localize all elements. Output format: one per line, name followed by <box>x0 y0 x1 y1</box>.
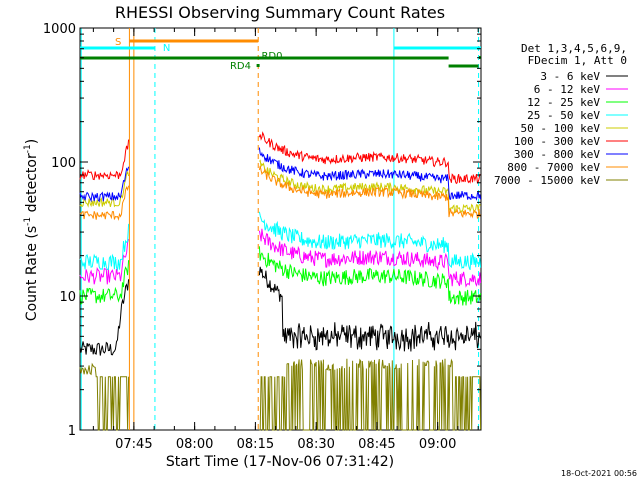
series-lines <box>79 131 482 431</box>
legend-label: 25 - 50 keV <box>527 109 600 122</box>
chart-title: RHESSI Observing Summary Count Rates <box>115 3 445 22</box>
series-line <box>258 246 482 306</box>
time-markers <box>80 28 480 430</box>
legend: Det 1,3,4,5,6,9, FDecim 1, Att 0 3 - 6 k… <box>494 42 628 187</box>
series-line <box>79 139 130 181</box>
series-line <box>258 266 481 352</box>
generation-date: 18-Oct-2021 00:56 <box>561 469 637 478</box>
series-line <box>79 166 130 203</box>
y-tick-label: 1 <box>68 424 76 439</box>
series-line <box>79 279 130 356</box>
y-axis: 1 10 100 1000 <box>43 22 481 439</box>
y-tick-label: 100 <box>51 156 76 171</box>
x-tick-label: 08:45 <box>358 437 395 452</box>
x-tick-label: 08:15 <box>237 437 274 452</box>
flag-bars: S N RD0 RD4 <box>80 37 481 72</box>
legend-header-1: Det 1,3,4,5,6,9, <box>521 42 627 55</box>
y-axis-label: Count Rate (s-1 detector-1) <box>23 139 40 321</box>
series-line <box>258 147 482 201</box>
legend-label: 800 - 7000 keV <box>507 161 600 174</box>
x-tick-label: 08:00 <box>176 437 213 452</box>
series-line <box>79 260 130 305</box>
legend-header-2: FDecim 1, Att 0 <box>528 54 627 67</box>
series-line <box>79 238 130 285</box>
rd4-flag-mark <box>256 64 260 67</box>
series-line <box>258 131 481 185</box>
x-tick-label: 09:00 <box>419 437 456 452</box>
x-tick-label: 08:30 <box>297 437 334 452</box>
legend-label: 3 - 6 keV <box>540 70 600 83</box>
y-tick-label: 10 <box>59 290 76 305</box>
rd0-flag-label: RD0 <box>261 51 282 62</box>
series-line <box>79 362 130 431</box>
series-line <box>79 170 130 208</box>
rd4-flag-label: RD4 <box>230 61 251 72</box>
series-line <box>259 159 481 214</box>
legend-label: 12 - 25 keV <box>527 96 600 109</box>
legend-label: 7000 - 15000 keV <box>494 174 600 187</box>
series-line <box>258 165 482 220</box>
series-line <box>258 228 482 288</box>
saa-flag-label: S <box>115 37 121 48</box>
series-line <box>79 185 130 221</box>
x-axis: 07:45 08:00 08:15 08:30 08:45 09:00 <box>92 28 479 452</box>
y-tick-label: 1000 <box>43 22 76 37</box>
x-tick-label: 07:45 <box>115 437 152 452</box>
legend-label: 50 - 100 keV <box>521 122 601 135</box>
legend-label: 6 - 12 keV <box>534 83 601 96</box>
legend-label: 300 - 800 keV <box>514 148 600 161</box>
series-line <box>259 358 482 431</box>
night-flag-label: N <box>163 43 170 54</box>
series-line <box>258 211 482 271</box>
legend-label: 100 - 300 keV <box>514 135 600 148</box>
x-axis-label: Start Time (17-Nov-06 07:31:42) <box>166 454 394 470</box>
series-line <box>79 223 130 272</box>
